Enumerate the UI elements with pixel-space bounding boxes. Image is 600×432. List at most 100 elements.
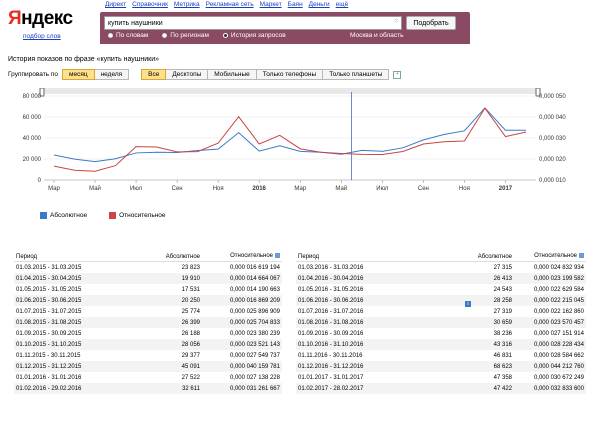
y-right-tick-label: 0,000 040 — [539, 115, 566, 121]
search-input[interactable]: купить наушники — [104, 16, 402, 30]
period-cell: 01.08.2016 - 31.08.2016 — [296, 317, 440, 328]
table-row: 01.08.2015 - 31.08.2015 26 399 0,000 025 7… — [14, 317, 282, 328]
absolute-cell: 26 188 — [181, 330, 200, 337]
logo-subtitle-link[interactable]: подбор слов — [23, 33, 61, 40]
device-desktop-button[interactable]: Десктопы — [166, 69, 209, 80]
period-cell: 01.08.2015 - 31.08.2015 — [14, 317, 148, 328]
nav-link-direct[interactable]: Директ — [105, 1, 127, 8]
table-row: 01.01.2017 - 31.01.2017 47 358 0,000 030 6… — [296, 372, 586, 383]
period-cell: 01.02.2017 - 28.02.2017 — [296, 383, 440, 394]
device-all-button[interactable]: Все — [141, 69, 167, 80]
table-row: 01.06.2015 - 30.06.2015 20 250 0,000 016 8… — [14, 295, 282, 306]
period-cell: 01.11.2016 - 30.11.2016 — [298, 352, 363, 359]
legend-relative[interactable]: Относительное — [109, 212, 166, 219]
absolute-cell: 47 358 — [493, 374, 512, 381]
table-row: 01.09.2015 - 30.09.2015 26 188 0,000 023 3… — [14, 328, 282, 339]
nav-link-directory[interactable]: Справочник — [132, 1, 168, 8]
table-row: 01.12.2016 - 31.12.2016 68 623 0,000 044 2… — [296, 361, 586, 372]
relative-cell: 0,000 022 215 045 — [514, 295, 586, 306]
navigator-bar[interactable] — [44, 88, 536, 94]
relative-cell: 0,000 027 138 228 — [229, 374, 280, 381]
absolute-cell: 27 522 — [181, 374, 200, 381]
table-row: 01.02.2016 - 29.02.2016 32 611 0,000 031 2… — [14, 383, 282, 394]
period-cell: 01.11.2015 - 30.11.2015 — [16, 352, 81, 359]
search-button[interactable]: Подобрать — [406, 16, 456, 30]
absolute-cell: 24 543 — [493, 286, 512, 293]
period-cell: 01.03.2015 - 31.03.2015 — [16, 264, 82, 271]
relative-cell: 0,000 016 619 194 — [229, 264, 280, 271]
page-title: История показов по фразе «купить наушник… — [8, 56, 160, 63]
device-mobile-button[interactable]: Мобильные — [208, 69, 257, 80]
col-absolute: Абсолютное — [148, 252, 202, 262]
history-table-left: Период Абсолютное Относительное 01.03.20… — [14, 252, 282, 394]
relative-cell: 0,000 025 896 909 — [229, 308, 280, 315]
device-phones-button[interactable]: Только телефоны — [256, 69, 324, 80]
nav-link-more[interactable]: ещё — [335, 1, 349, 8]
period-cell: 01.09.2016 - 30.09.2016 — [298, 330, 364, 337]
x-tick-label: Ноя — [213, 186, 224, 192]
nav-link-adnetwork[interactable]: Рекламная сеть — [205, 1, 254, 8]
col-relative: Относительное — [202, 252, 282, 262]
relative-cell: 0,000 022 162 860 — [533, 308, 584, 315]
export-icon[interactable]: + — [393, 70, 402, 79]
device-tablets-button[interactable]: Только планшеты — [323, 69, 390, 80]
history-chart: 0 0,000 010 20 000 0,000 020 40 000 0,000 030… — [23, 88, 566, 192]
absolute-cell: 27 315 — [493, 264, 512, 271]
table-row: 01.04.2016 - 30.04.2016 26 413 0,000 023 1… — [296, 273, 586, 284]
x-tick-label: Май — [335, 185, 347, 192]
range-handle-left[interactable] — [39, 88, 45, 97]
legend-absolute[interactable]: Абсолютное — [40, 212, 87, 219]
region-link[interactable]: Москва и область — [350, 32, 404, 39]
yandex-logo[interactable]: Яндекс — [8, 8, 73, 30]
relative-cell: 0,000 023 570 457 — [514, 317, 586, 328]
series-line-absolute — [53, 107, 527, 163]
absolute-cell: 20 250 — [148, 295, 202, 306]
col-period: Период — [296, 252, 440, 262]
x-tick-label: Май — [89, 185, 101, 192]
col-period: Период — [14, 252, 148, 262]
radio-by-regions[interactable]: По регионам — [162, 32, 209, 39]
absolute-cell: 28 056 — [148, 339, 202, 350]
y-left-tick-label: 80 000 — [23, 94, 42, 100]
row-highlight-icon[interactable]: i — [465, 301, 471, 307]
nav-link-money[interactable]: Деньги — [308, 1, 330, 8]
nav-link-bayan[interactable]: Баян — [287, 1, 303, 8]
radio-label: По словам — [116, 32, 149, 39]
radio-by-words[interactable]: По словам — [108, 32, 148, 39]
y-right-tick-label: 0,000 020 — [539, 157, 566, 163]
info-icon[interactable] — [275, 253, 280, 259]
info-icon[interactable] — [579, 253, 584, 259]
y-left-tick-label: 20 000 — [23, 157, 42, 163]
relative-cell: 0,000 016 869 209 — [202, 295, 282, 306]
radio-history[interactable]: История запросов — [222, 32, 286, 39]
legend-swatch — [109, 212, 117, 219]
relative-cell: 0,000 014 190 663 — [229, 286, 280, 293]
period-cell: 01.01.2017 - 31.01.2017 — [298, 374, 364, 381]
table-row: 01.01.2016 - 31.01.2016 27 522 0,000 027 1… — [14, 372, 282, 383]
nav-link-market[interactable]: Маркет — [259, 1, 282, 8]
table-row: 01.02.2017 - 28.02.2017 47 422 0,000 032 8… — [296, 383, 586, 394]
series-line-relative — [53, 107, 527, 172]
radio-dot-icon — [162, 33, 168, 38]
period-cell: 01.12.2016 - 31.12.2016 — [296, 361, 440, 372]
range-handle-right[interactable] — [535, 88, 541, 97]
absolute-cell: 19 910 — [148, 273, 202, 284]
x-tick-label: Сен — [418, 186, 429, 192]
relative-cell: 0,000 044 212 760 — [514, 361, 586, 372]
period-cell: 01.09.2015 - 30.09.2015 — [16, 330, 82, 337]
absolute-cell: 26 413 — [440, 273, 514, 284]
period-cell: 01.03.2016 - 31.03.2016 — [298, 264, 364, 271]
relative-cell: 0,000 027 549 737 — [229, 352, 280, 359]
period-week-button[interactable]: неделя — [94, 69, 130, 80]
absolute-cell: 38 236 — [493, 330, 512, 337]
clear-icon[interactable]: ○ — [394, 16, 399, 25]
period-cell: 01.04.2016 - 30.04.2016 — [296, 273, 440, 284]
legend-label: Абсолютное — [50, 212, 88, 219]
legend-swatch — [40, 212, 47, 219]
nav-link-metrika[interactable]: Метрика — [173, 1, 200, 8]
absolute-cell: 46 831 — [493, 352, 512, 359]
period-cell: 01.06.2016 - 30.06.2016 — [296, 295, 440, 306]
chart-legend: Абсолютное Относительное — [40, 212, 188, 219]
table-row: 01.12.2015 - 31.12.2015 45 091 0,000 040 1… — [14, 361, 282, 372]
period-month-button[interactable]: месяц — [62, 69, 95, 80]
